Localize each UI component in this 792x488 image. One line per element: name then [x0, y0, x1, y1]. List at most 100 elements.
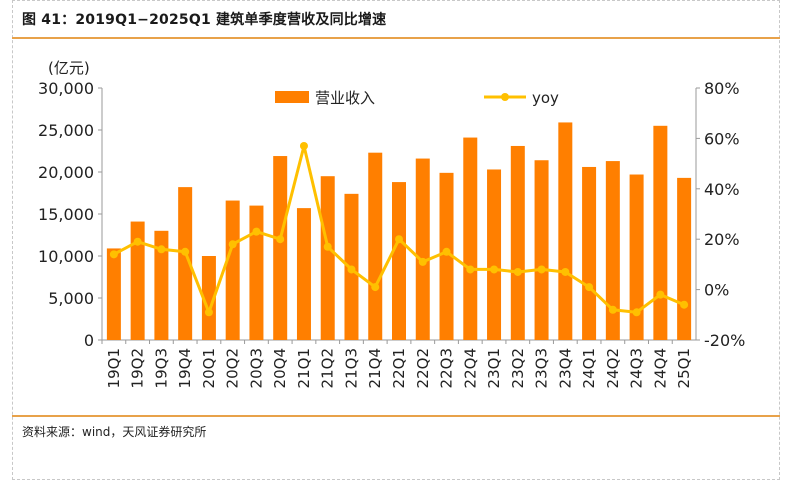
x-tick-label: 23Q2 — [509, 348, 527, 388]
yoy-point — [157, 245, 166, 254]
yoy-point — [490, 265, 499, 274]
bar — [178, 187, 193, 340]
yoy-point — [656, 290, 665, 299]
x-tick-label: 21Q2 — [319, 348, 337, 388]
yoy-point — [608, 305, 617, 314]
yoy-point — [632, 308, 641, 317]
yoy-point — [204, 308, 213, 317]
x-tick-label: 19Q1 — [105, 348, 123, 388]
x-tick-label: 20Q3 — [247, 348, 265, 388]
x-tick-label: 21Q3 — [342, 348, 360, 388]
bar — [534, 160, 549, 340]
y-tick-label: 20,000 — [38, 163, 94, 182]
yoy-point — [252, 227, 261, 236]
bar — [439, 172, 454, 340]
y2-tick-label: 20% — [704, 230, 740, 249]
x-tick-label: 23Q1 — [485, 348, 503, 388]
yoy-point — [513, 267, 522, 276]
yoy-point — [561, 267, 570, 276]
x-tick-label: 23Q3 — [533, 348, 551, 388]
x-tick-label: 20Q2 — [224, 348, 242, 388]
bar — [320, 176, 335, 340]
yoy-point — [585, 283, 594, 292]
x-tick-label: 24Q2 — [604, 348, 622, 388]
x-tick-label: 19Q3 — [152, 348, 170, 388]
bar — [629, 174, 644, 340]
x-tick-label: 21Q4 — [366, 348, 384, 388]
bar — [510, 145, 525, 340]
yoy-point — [228, 240, 237, 249]
y-tick-label: 15,000 — [38, 205, 94, 224]
y2-tick-label: 0% — [704, 281, 729, 300]
bar — [106, 248, 121, 340]
yoy-point — [299, 141, 308, 150]
y2-tick-label: 80% — [704, 79, 740, 98]
yoy-point — [347, 265, 356, 274]
bar — [273, 156, 288, 340]
x-tick-label: 23Q4 — [556, 348, 574, 388]
bar — [677, 177, 692, 340]
bar — [130, 221, 145, 340]
yoy-point — [466, 265, 475, 274]
legend-line-label: yoy — [532, 89, 559, 107]
x-tick-label: 24Q1 — [580, 348, 598, 388]
bar — [558, 122, 573, 340]
figure-frame — [12, 0, 780, 480]
x-tick-label: 19Q2 — [129, 348, 147, 388]
x-tick-label: 22Q3 — [438, 348, 456, 388]
y-tick-label: 5,000 — [48, 289, 94, 308]
yoy-point — [181, 247, 190, 256]
plot-area: 0 5,000 10,000 15,000 20,000 25,000 30,000 -20%… — [38, 79, 745, 388]
y-unit-label: (亿元) — [48, 59, 90, 77]
legend: 营业收入 yoy — [275, 89, 559, 107]
bar — [296, 208, 311, 340]
bar — [487, 169, 502, 340]
bar — [653, 125, 668, 340]
x-tick-label: 24Q4 — [651, 348, 669, 388]
x-tick-label: 20Q1 — [200, 348, 218, 388]
y2-tick-label: -20% — [704, 331, 745, 350]
yoy-point — [276, 235, 285, 244]
bar — [154, 230, 169, 340]
bar — [249, 205, 264, 340]
legend-bar-label: 营业收入 — [315, 89, 375, 107]
yoy-point — [537, 265, 546, 274]
yoy-point — [395, 235, 403, 244]
bar — [392, 182, 406, 340]
bar — [463, 137, 478, 340]
source-rule — [12, 415, 780, 417]
y-tick-label: 30,000 — [38, 79, 94, 98]
bar — [582, 166, 597, 340]
yoy-point — [109, 250, 118, 259]
bar — [201, 256, 216, 340]
bar — [605, 161, 620, 340]
source-note: 资料来源：wind，天风证券研究所 — [22, 425, 207, 439]
yoy-point — [371, 283, 380, 292]
legend-line-marker — [501, 93, 509, 101]
yoy-point — [442, 247, 451, 256]
y-tick-label: 25,000 — [38, 121, 94, 140]
yoy-point — [323, 242, 332, 251]
yoy-point — [133, 237, 142, 246]
x-tick-label: 22Q1 — [390, 348, 408, 388]
bar — [368, 152, 383, 340]
x-tick-label: 21Q1 — [295, 348, 313, 388]
yoy-point — [418, 257, 427, 266]
x-tick-label: 24Q3 — [628, 348, 646, 388]
yoy-point — [680, 300, 689, 309]
x-tick-label: 22Q2 — [414, 348, 432, 388]
y2-tick-label: 60% — [704, 129, 740, 148]
y2-tick-label: 40% — [704, 180, 740, 199]
bar — [225, 200, 240, 340]
figure-title: 图 41：2019Q1−2025Q1 建筑单季度营收及同比增速 — [22, 12, 387, 28]
x-tick-label: 20Q4 — [271, 348, 289, 388]
title-rule — [12, 37, 780, 39]
bar — [415, 158, 430, 340]
x-tick-label: 22Q4 — [461, 348, 479, 388]
x-tick-label: 25Q1 — [675, 348, 693, 388]
y-tick-label: 10,000 — [38, 247, 94, 266]
x-tick-label: 19Q4 — [176, 348, 194, 388]
legend-bar-swatch — [275, 91, 309, 103]
y-tick-label: 0 — [84, 331, 94, 350]
